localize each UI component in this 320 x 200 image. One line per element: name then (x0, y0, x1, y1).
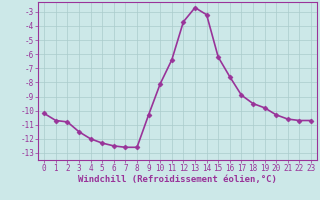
X-axis label: Windchill (Refroidissement éolien,°C): Windchill (Refroidissement éolien,°C) (78, 175, 277, 184)
